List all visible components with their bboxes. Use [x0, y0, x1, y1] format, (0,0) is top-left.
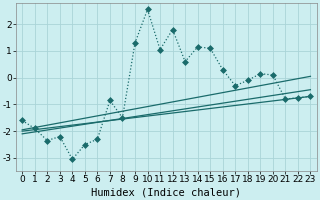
X-axis label: Humidex (Indice chaleur): Humidex (Indice chaleur) — [91, 187, 241, 197]
